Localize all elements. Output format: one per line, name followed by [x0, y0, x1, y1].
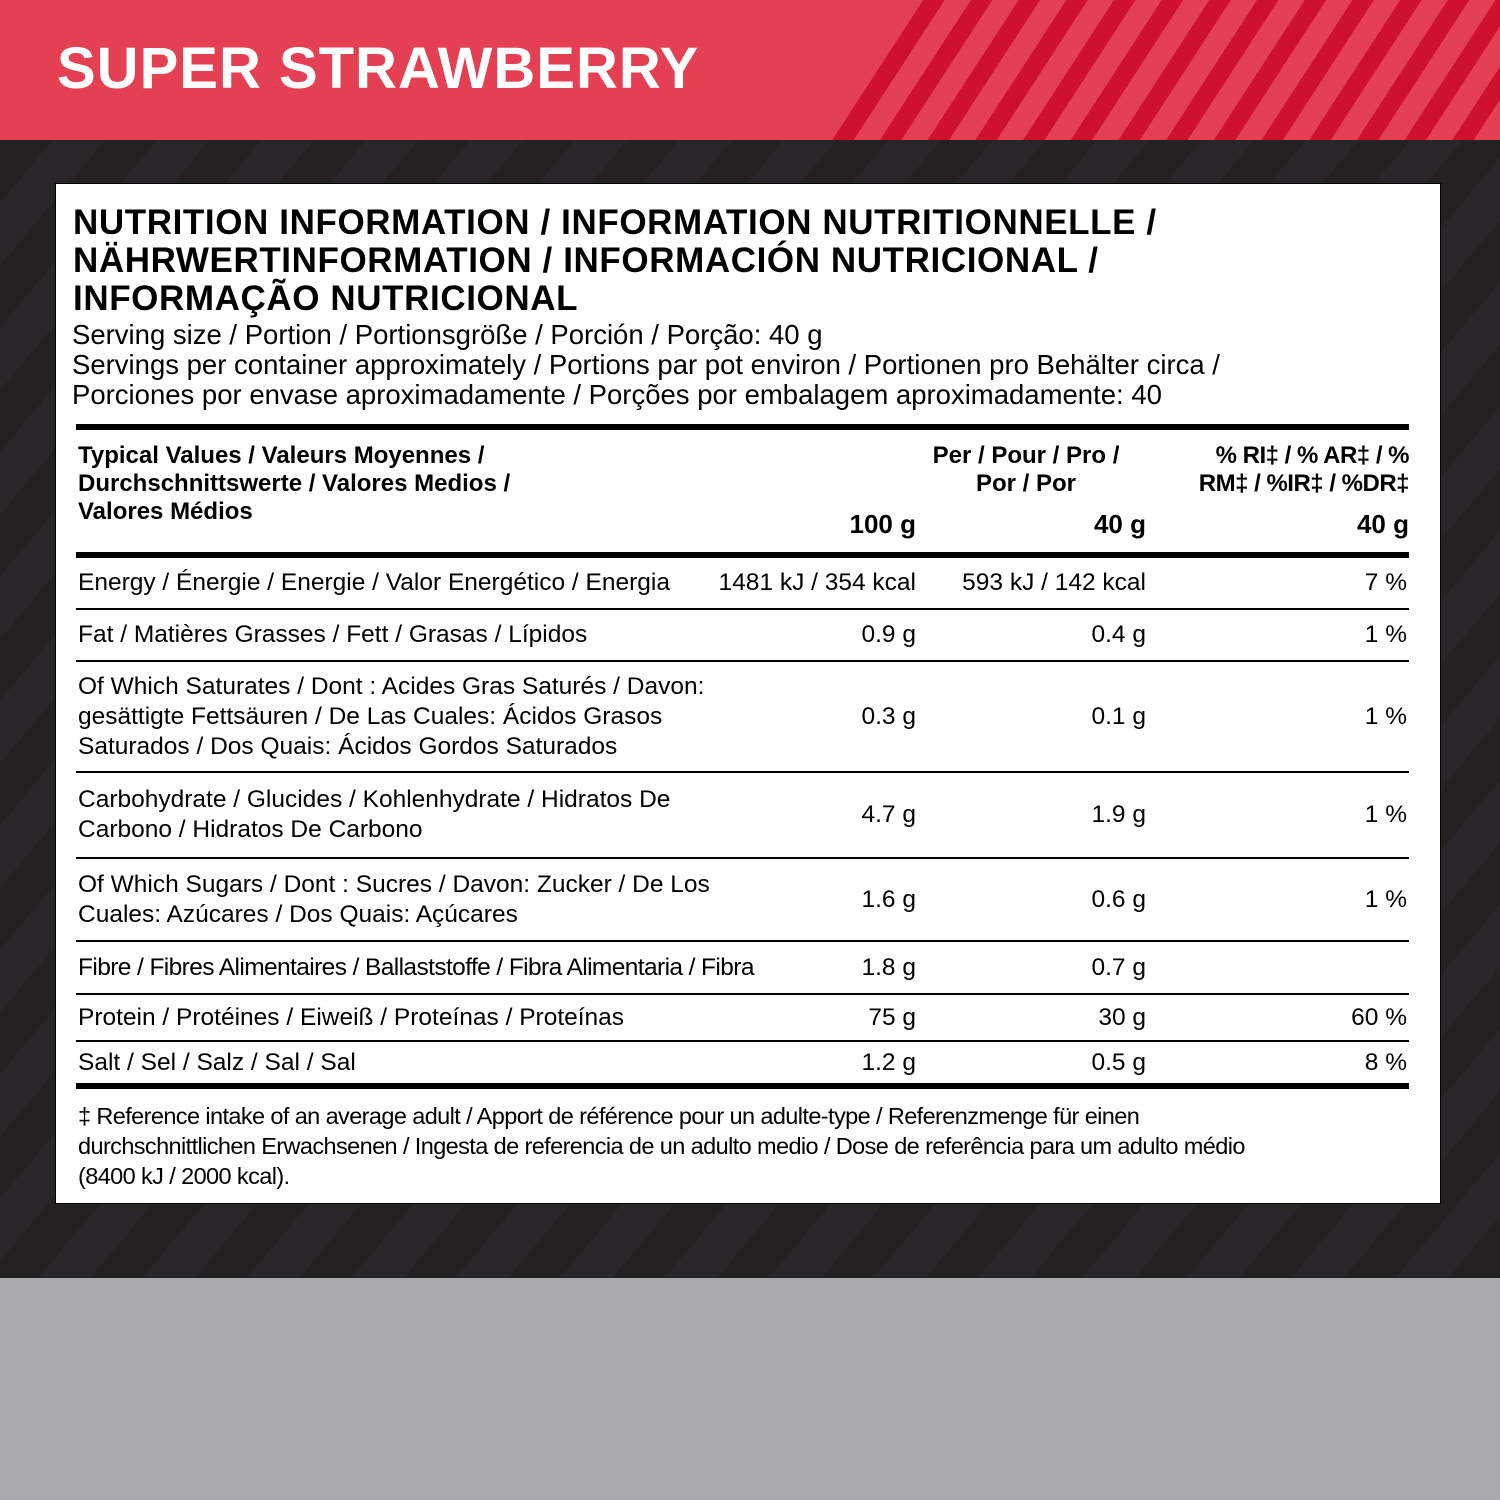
divider: [76, 660, 1409, 662]
heading-line: NÄHRWERTINFORMATION / INFORMACIÓN NUTRIC…: [73, 241, 1099, 280]
header-line: Durchschnittswerte / Valores Medios /: [78, 470, 511, 497]
value-per-100g: 4.7 g: [861, 801, 917, 828]
value-per-100g: 0.9 g: [861, 621, 917, 648]
nutrient-name: Of Which Saturates / Dont : Acides Gras …: [78, 672, 704, 762]
nutrient-name-line: Salt / Sel / Salz / Sal / Sal: [78, 1048, 356, 1076]
nutrient-name: Protein / Protéines / Eiweiß / Proteínas…: [78, 1003, 624, 1033]
nutrient-name-line: Fibre / Fibres Alimentaires / Ballaststo…: [78, 953, 754, 981]
unit-ri-40g: 40 g: [1356, 509, 1409, 539]
heading-line: NUTRITION INFORMATION / INFORMATION NUTR…: [73, 203, 1157, 242]
divider: [76, 857, 1409, 859]
per-header: Per / Pour / Pro / Por / Por: [876, 442, 1176, 498]
value-ri: 1 %: [1364, 621, 1407, 648]
table-row: Carbohydrate / Glucides / Kohlenhydrate …: [76, 773, 1409, 857]
serving-info: Serving size / Portion / Portionsgröße /…: [72, 320, 1220, 410]
typical-values-header: Typical Values / Valeurs Moyennes / Durc…: [78, 442, 510, 526]
value-per-100g: 1.2 g: [861, 1048, 917, 1076]
nutrient-name: Energy / Énergie / Energie / Valor Energ…: [78, 568, 670, 598]
ri-header: % RI‡ / % AR‡ / % RM‡ / %IR‡ / %DR‡: [1149, 442, 1410, 498]
footnote-line: durchschnittlichen Erwachsenen / Ingesta…: [78, 1133, 1245, 1159]
header-line: RM‡ / %IR‡ / %DR‡: [1198, 470, 1410, 497]
nutrient-name-line: Carbohydrate / Glucides / Kohlenhydrate …: [78, 786, 671, 813]
unit-100g: 100 g: [849, 509, 917, 539]
nutrition-panel: NUTRITION INFORMATION / INFORMATION NUTR…: [55, 183, 1441, 1204]
divider: [76, 940, 1409, 942]
nutrient-name: Carbohydrate / Glucides / Kohlenhydrate …: [78, 785, 670, 845]
product-title: SUPER STRAWBERRY: [57, 36, 700, 101]
value-ri: 7 %: [1364, 569, 1407, 596]
header-line: Valores Médios: [78, 498, 253, 525]
unit-40g: 40 g: [1093, 509, 1146, 539]
serving-size: Serving size / Portion / Portionsgröße /…: [72, 319, 823, 350]
servings-per-container: Porciones por envase aproximadamente / P…: [72, 379, 1162, 410]
value-per-40g: 0.4 g: [1091, 621, 1147, 648]
value-per-40g: 0.5 g: [1091, 1048, 1147, 1076]
nutrient-name: Fat / Matières Grasses / Fett / Grasas /…: [78, 620, 587, 650]
nutrient-name-line: Protein / Protéines / Eiweiß / Proteínas…: [78, 1003, 625, 1031]
value-ri: 60 %: [1351, 1003, 1407, 1031]
divider: [76, 608, 1409, 610]
divider: [76, 552, 1409, 558]
nutrient-name: Salt / Sel / Salz / Sal / Sal: [78, 1048, 356, 1078]
table-row: Of Which Sugars / Dont : Sucres / Davon:…: [76, 859, 1409, 940]
table-row: Energy / Énergie / Energie / Valor Energ…: [76, 558, 1409, 608]
header-line: Por / Por: [975, 470, 1077, 497]
header-line: Typical Values / Valeurs Moyennes /: [78, 442, 485, 469]
value-per-100g: 1.8 g: [861, 953, 917, 981]
divider: [76, 1040, 1409, 1042]
nutrient-name-line: Of Which Sugars / Dont : Sucres / Davon:…: [78, 870, 710, 898]
nutrient-name-line: Cuales: Azúcares / Dos Quais: Açúcares: [78, 900, 518, 928]
nutrient-name-line: gesättigte Fettsäuren / De Las Cuales: Á…: [78, 702, 663, 730]
header-line: Per / Pour / Pro /: [932, 442, 1120, 469]
footnote-line: ‡ Reference intake of an average adult /…: [78, 1103, 1140, 1129]
value-per-100g: 1481 kJ / 354 kcal: [718, 569, 916, 596]
value-ri: 1 %: [1364, 801, 1407, 828]
table-row: Of Which Saturates / Dont : Acides Gras …: [76, 662, 1409, 771]
nutrition-table: Typical Values / Valeurs Moyennes / Durc…: [76, 424, 1410, 1089]
nutrient-name-line: Saturados / Dos Quais: Ácidos Gordos Sat…: [78, 732, 618, 760]
table-row: Fat / Matières Grasses / Fett / Grasas /…: [76, 610, 1409, 660]
footnote: ‡ Reference intake of an average adult /…: [78, 1101, 1398, 1191]
nutrient-name-line: Fat / Matières Grasses / Fett / Grasas /…: [78, 621, 588, 648]
value-per-40g: 0.7 g: [1091, 953, 1147, 981]
value-per-100g: 75 g: [868, 1003, 916, 1031]
divider: [76, 424, 1409, 430]
value-per-40g: 593 kJ / 142 kcal: [962, 569, 1146, 596]
heading-line: INFORMAÇÃO NUTRICIONAL: [73, 279, 579, 318]
nutrition-heading: NUTRITION INFORMATION / INFORMATION NUTR…: [73, 204, 1157, 318]
value-per-40g: 1.9 g: [1091, 801, 1147, 828]
value-per-40g: 0.6 g: [1091, 885, 1147, 913]
nutrient-name-line: Carbono / Hidratos De Carbono: [78, 816, 423, 843]
servings-per-container: Servings per container approximately / P…: [72, 349, 1220, 380]
table-row: Fibre / Fibres Alimentaires / Ballaststo…: [76, 942, 1409, 993]
nutrient-name: Of Which Sugars / Dont : Sucres / Davon:…: [78, 870, 710, 930]
divider: [76, 771, 1409, 773]
value-ri: 8 %: [1364, 1048, 1407, 1076]
divider: [76, 1083, 1409, 1089]
decorative-stripes: [810, 0, 1500, 140]
value-per-100g: 0.3 g: [861, 702, 917, 730]
divider: [76, 993, 1409, 995]
table-row: Salt / Sel / Salz / Sal / Sal 1.2 g 0.5 g 8…: [76, 1042, 1409, 1083]
header-line: % RI‡ / % AR‡ / %: [1215, 442, 1410, 469]
nutrient-name-line: Of Which Saturates / Dont : Acides Gras …: [78, 672, 705, 700]
value-ri: 1 %: [1364, 702, 1407, 730]
value-ri: 1 %: [1364, 885, 1407, 913]
value-per-100g: 1.6 g: [861, 885, 917, 913]
nutrient-name: Fibre / Fibres Alimentaires / Ballaststo…: [78, 953, 754, 983]
table-header: Typical Values / Valeurs Moyennes / Durc…: [76, 430, 1410, 552]
footnote-line: (8400 kJ / 2000 kcal).: [78, 1163, 290, 1189]
product-header: SUPER STRAWBERRY: [0, 0, 1500, 140]
nutrient-name-line: Energy / Énergie / Energie / Valor Energ…: [78, 569, 670, 596]
value-per-40g: 0.1 g: [1091, 702, 1147, 730]
value-per-40g: 30 g: [1098, 1003, 1146, 1031]
table-row: Protein / Protéines / Eiweiß / Proteínas…: [76, 995, 1409, 1040]
